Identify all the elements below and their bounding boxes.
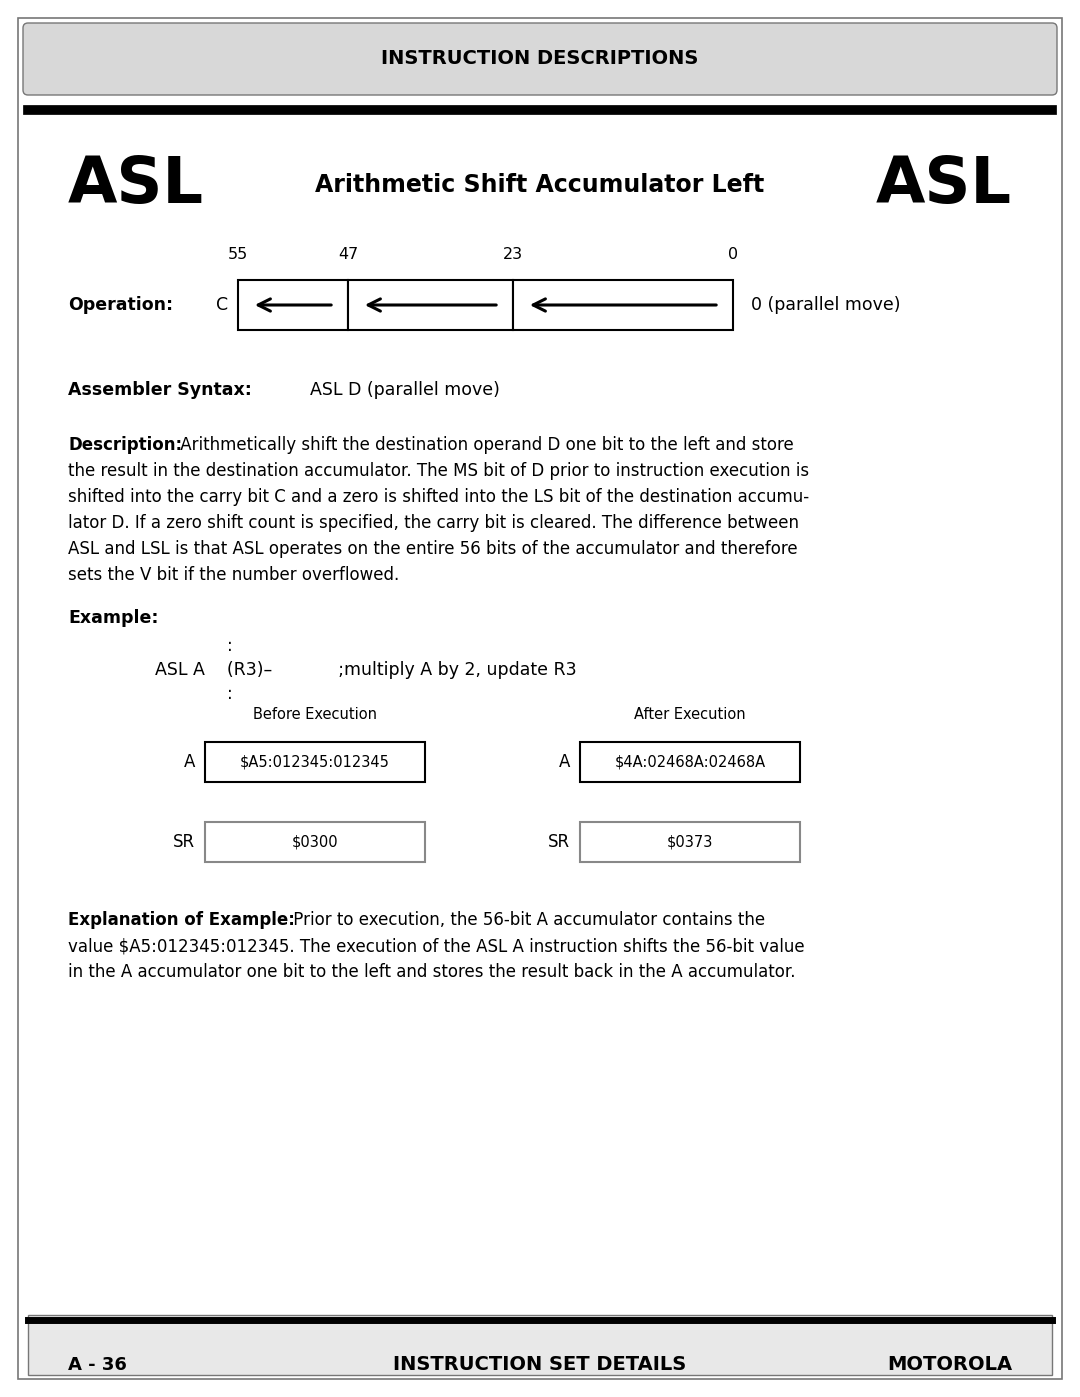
Text: 47: 47: [338, 247, 359, 263]
Text: 55: 55: [228, 247, 248, 263]
Text: ASL D (parallel move): ASL D (parallel move): [310, 381, 500, 400]
Text: $0300: $0300: [292, 834, 338, 849]
Bar: [348, 279, 513, 330]
Text: sets the V bit if the number overflowed.: sets the V bit if the number overflowed.: [68, 566, 400, 584]
Text: the result in the destination accumulator. The MS bit of D prior to instruction : the result in the destination accumulato…: [68, 462, 809, 481]
Text: in the A accumulator one bit to the left and stores the result back in the A acc: in the A accumulator one bit to the left…: [68, 963, 796, 981]
Text: After Execution: After Execution: [634, 707, 746, 722]
Text: ASL and LSL is that ASL operates on the entire 56 bits of the accumulator and th: ASL and LSL is that ASL operates on the …: [68, 541, 798, 557]
Text: Arithmetic Shift Accumulator Left: Arithmetic Shift Accumulator Left: [315, 173, 765, 197]
Text: 23: 23: [503, 247, 523, 263]
Bar: [580, 742, 800, 782]
Text: value $A5:012345:012345. The execution of the ASL A instruction shifts the 56-bi: value $A5:012345:012345. The execution o…: [68, 937, 805, 956]
Text: A: A: [184, 753, 195, 771]
Text: lator D. If a zero shift count is specified, the carry bit is cleared. The diffe: lator D. If a zero shift count is specif…: [68, 514, 799, 532]
Text: Explanation of Example:: Explanation of Example:: [68, 911, 295, 929]
Text: shifted into the carry bit C and a zero is shifted into the LS bit of the destin: shifted into the carry bit C and a zero …: [68, 488, 809, 506]
Text: :: :: [227, 637, 233, 655]
Bar: [28, 1315, 1052, 1375]
Text: INSTRUCTION DESCRIPTIONS: INSTRUCTION DESCRIPTIONS: [381, 49, 699, 68]
Text: Description:: Description:: [68, 436, 183, 454]
Text: Example:: Example:: [68, 609, 159, 627]
FancyBboxPatch shape: [23, 22, 1057, 95]
Text: C: C: [216, 296, 228, 314]
Text: Operation:: Operation:: [68, 296, 173, 314]
Text: $A5:012345:012345: $A5:012345:012345: [240, 754, 390, 770]
Text: Assembler Syntax:: Assembler Syntax:: [68, 381, 252, 400]
Bar: [205, 821, 426, 862]
Text: Arithmetically shift the destination operand D one bit to the left and store: Arithmetically shift the destination ope…: [175, 436, 794, 454]
Text: ASL: ASL: [68, 154, 204, 217]
Text: :: :: [227, 685, 233, 703]
Text: INSTRUCTION SET DETAILS: INSTRUCTION SET DETAILS: [393, 1355, 687, 1375]
Text: SR: SR: [173, 833, 195, 851]
Text: ASL A    (R3)–            ;multiply A by 2, update R3: ASL A (R3)– ;multiply A by 2, update R3: [156, 661, 577, 679]
Text: 0 (parallel move): 0 (parallel move): [751, 296, 901, 314]
Text: ASL: ASL: [876, 154, 1012, 217]
Bar: [580, 821, 800, 862]
Text: SR: SR: [548, 833, 570, 851]
Text: $4A:02468A:02468A: $4A:02468A:02468A: [615, 754, 766, 770]
Text: A: A: [558, 753, 570, 771]
Text: 0: 0: [728, 247, 738, 263]
Text: MOTOROLA: MOTOROLA: [887, 1355, 1012, 1375]
Text: A - 36: A - 36: [68, 1356, 126, 1375]
Text: Before Execution: Before Execution: [253, 707, 377, 722]
Bar: [205, 742, 426, 782]
Bar: [513, 279, 733, 330]
Text: Prior to execution, the 56-bit A accumulator contains the: Prior to execution, the 56-bit A accumul…: [288, 911, 765, 929]
Bar: [238, 279, 348, 330]
Text: $0373: $0373: [666, 834, 713, 849]
